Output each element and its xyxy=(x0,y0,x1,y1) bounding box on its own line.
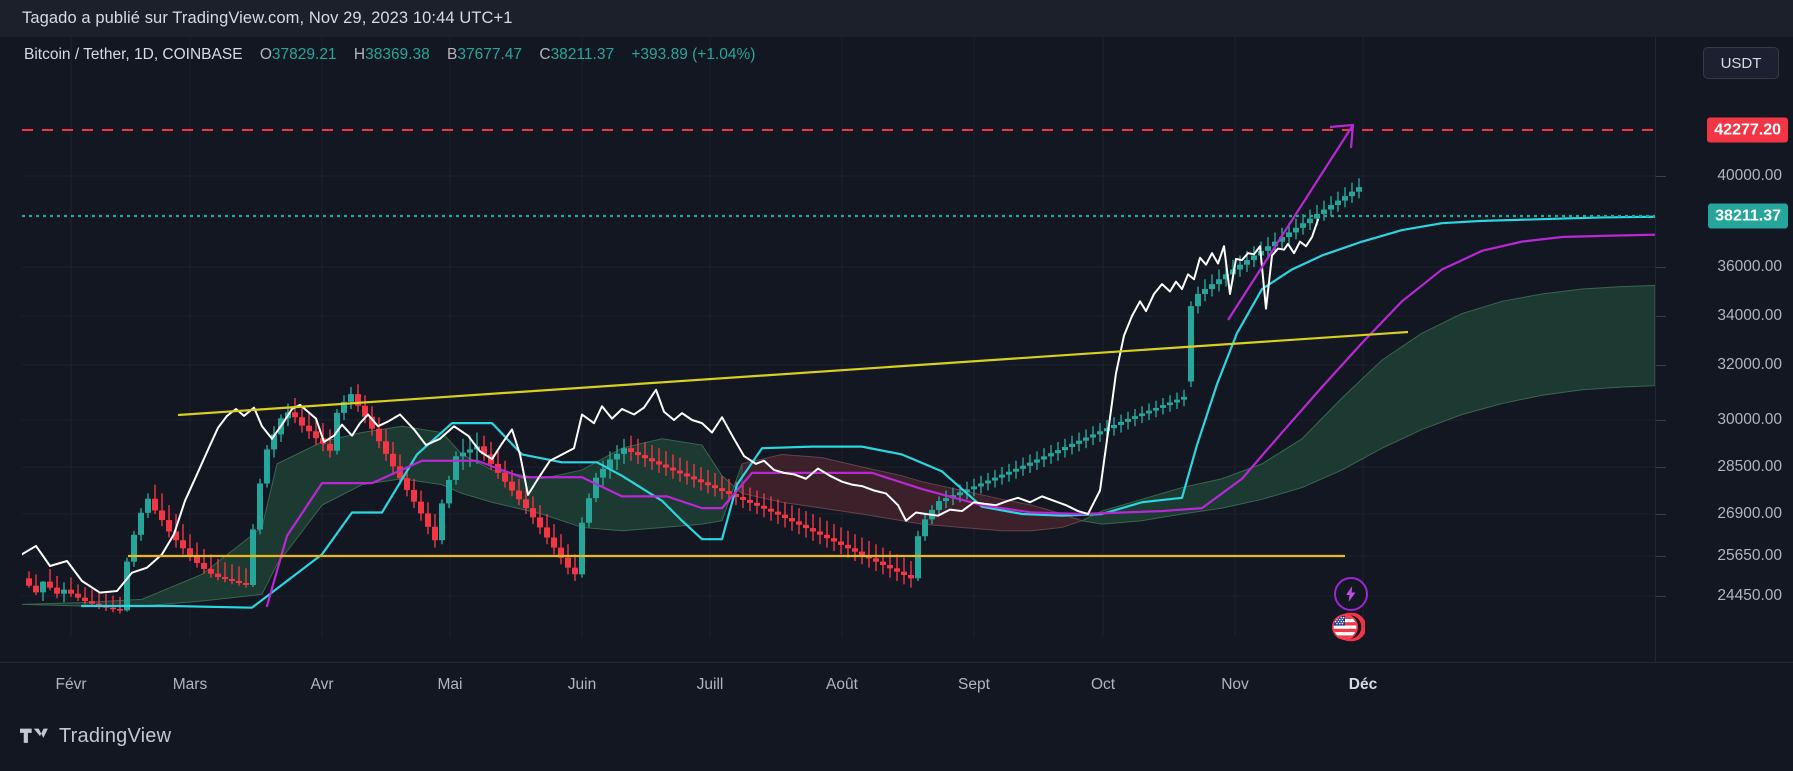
price-axis-tick-mark xyxy=(1656,176,1666,177)
price-axis-tick-mark xyxy=(1656,420,1666,421)
time-axis-tick: Mars xyxy=(172,676,208,693)
time-axis-tick: Avr xyxy=(310,676,334,693)
lightning-badge[interactable] xyxy=(1334,577,1368,611)
target-price-label[interactable]: 42277.20 xyxy=(1707,117,1788,143)
price-axis-tick: 40000.00 xyxy=(1717,167,1782,184)
ascending-trendline xyxy=(177,330,1409,417)
time-axis-tick: Déc xyxy=(1348,676,1378,693)
currency-chip-label: USDT xyxy=(1720,54,1762,72)
time-axis-tick: Sept xyxy=(958,676,990,693)
lightning-bolt-icon xyxy=(1346,586,1356,602)
currency-chip[interactable]: USDT xyxy=(1703,47,1779,79)
price-axis-tick: 30000.00 xyxy=(1717,411,1782,428)
footer: TradingView xyxy=(0,702,1793,771)
kijun-sen-line xyxy=(265,233,1655,608)
publisher-header: Tagado a publié sur TradingView.com, Nov… xyxy=(0,0,1793,37)
time-axis-tick: Févr xyxy=(55,676,87,693)
current-price-label[interactable]: 38211.37 xyxy=(1708,203,1788,229)
time-axis[interactable]: Févr Mars Avr Mai Juin Juill Août Sept Oct Nov Déc xyxy=(0,662,1793,703)
price-axis-tick: 24450.00 xyxy=(1717,587,1782,604)
time-axis-tick: Juill xyxy=(696,676,724,693)
chart-frame: Bitcoin / Tether, 1D, COINBASE O37829.21… xyxy=(0,37,1793,703)
us-flag-badge[interactable] xyxy=(1331,610,1367,644)
price-axis-tick: 34000.00 xyxy=(1717,307,1782,324)
tradingview-logo[interactable]: TradingView xyxy=(20,725,171,748)
price-axis-tick-mark xyxy=(1656,467,1666,468)
publisher-note: Tagado a publié sur TradingView.com, Nov… xyxy=(22,9,513,27)
price-axis-tick-mark xyxy=(1656,316,1666,317)
tradingview-mark-icon xyxy=(20,728,48,743)
projection-arrow-head xyxy=(1329,123,1355,149)
tradingview-logo-text: TradingView xyxy=(59,725,172,747)
plot-area[interactable] xyxy=(22,37,1655,662)
us-flag-icon xyxy=(1332,612,1367,642)
time-axis-tick: Août xyxy=(826,676,858,693)
overlay-comparison-line xyxy=(22,218,1319,594)
price-axis-tick-mark xyxy=(1656,556,1666,557)
tenkan-sen-line xyxy=(80,215,1655,609)
projection-arrow-shaft xyxy=(1227,124,1354,321)
time-axis-tick: Nov xyxy=(1221,676,1249,693)
plot-svg xyxy=(22,37,1655,637)
price-axis-tick: 26900.00 xyxy=(1717,505,1782,522)
price-axis-tick: 25650.00 xyxy=(1717,547,1782,564)
price-axis-tick-mark xyxy=(1656,365,1666,366)
time-axis-tick: Mai xyxy=(437,676,463,693)
price-axis-tick: 36000.00 xyxy=(1717,258,1782,275)
price-axis-tick-mark xyxy=(1656,596,1666,597)
time-axis-tick: Oct xyxy=(1090,676,1116,693)
price-axis[interactable]: 42277.20 40000.00 38211.37 36000.00 34000.00… xyxy=(1655,37,1793,662)
candlestick-series xyxy=(26,178,1362,614)
price-axis-tick: 28500.00 xyxy=(1717,458,1782,475)
price-axis-tick-mark xyxy=(1656,514,1666,515)
price-axis-tick-mark xyxy=(1656,267,1666,268)
price-axis-tick: 32000.00 xyxy=(1717,356,1782,373)
time-axis-tick: Juin xyxy=(567,676,597,693)
